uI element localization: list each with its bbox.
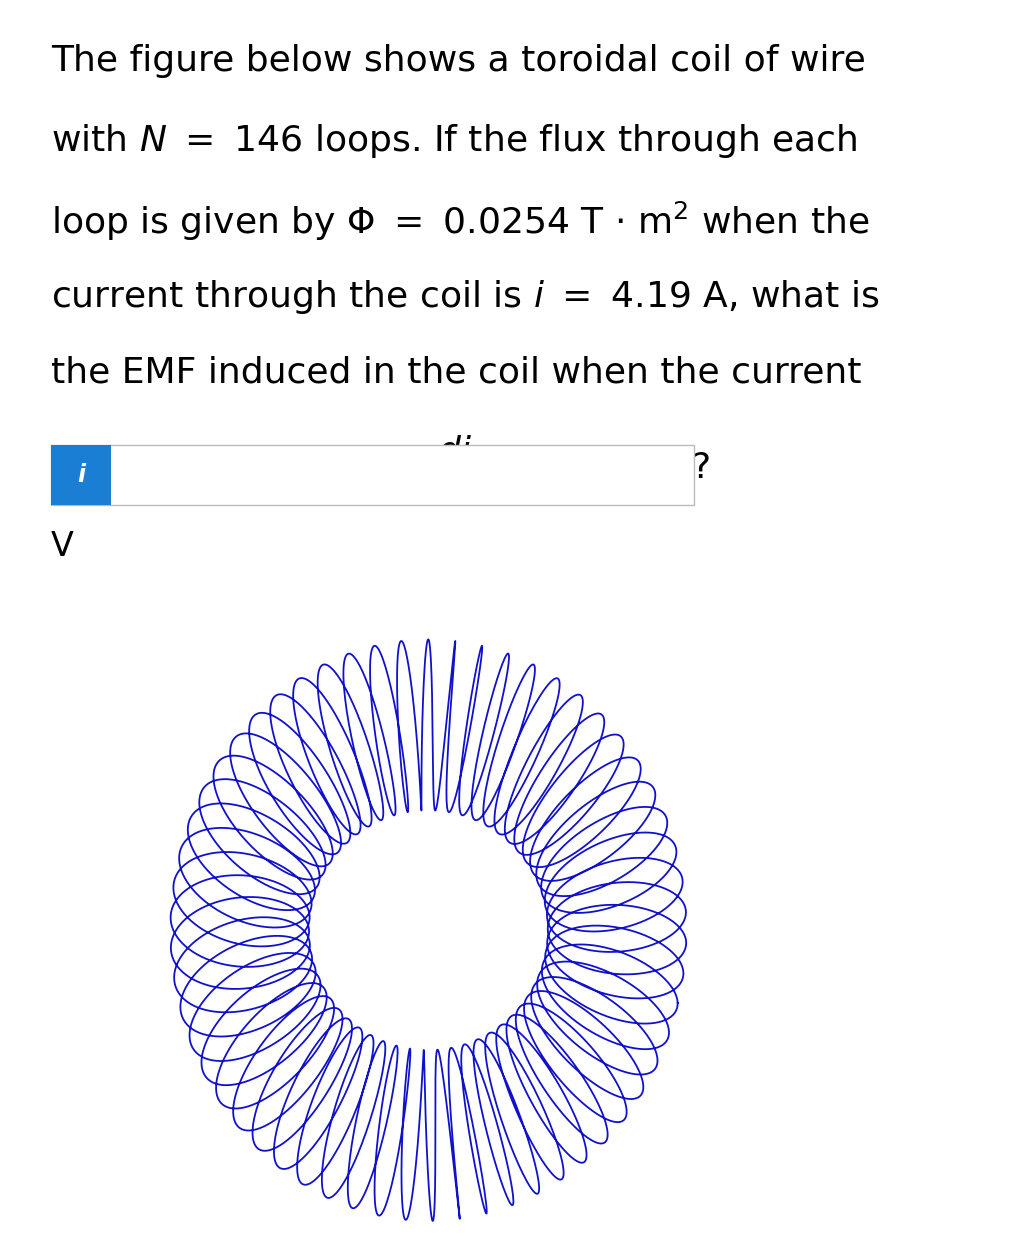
Text: with $N\ =$ 146 loops. If the flux through each: with $N\ =$ 146 loops. If the flux throu… (51, 122, 857, 160)
Text: V: V (51, 530, 73, 563)
Text: the EMF induced in the coil when the current: the EMF induced in the coil when the cur… (51, 356, 861, 390)
Text: is changing at a rate $\dfrac{di}{dt}\ =$ 2.88 A/s?: is changing at a rate $\dfrac{di}{dt}\ =… (51, 434, 709, 504)
FancyBboxPatch shape (51, 445, 111, 505)
Text: The figure below shows a toroidal coil of wire: The figure below shows a toroidal coil o… (51, 44, 865, 78)
Text: loop is given by $\Phi\ =$ 0.0254 T $\cdot$ m$^2$ when the: loop is given by $\Phi\ =$ 0.0254 T $\cd… (51, 200, 869, 243)
Text: i: i (77, 463, 86, 488)
Text: current through the coil is $i\ =$ 4.19 A, what is: current through the coil is $i\ =$ 4.19 … (51, 278, 878, 316)
FancyBboxPatch shape (51, 445, 693, 505)
